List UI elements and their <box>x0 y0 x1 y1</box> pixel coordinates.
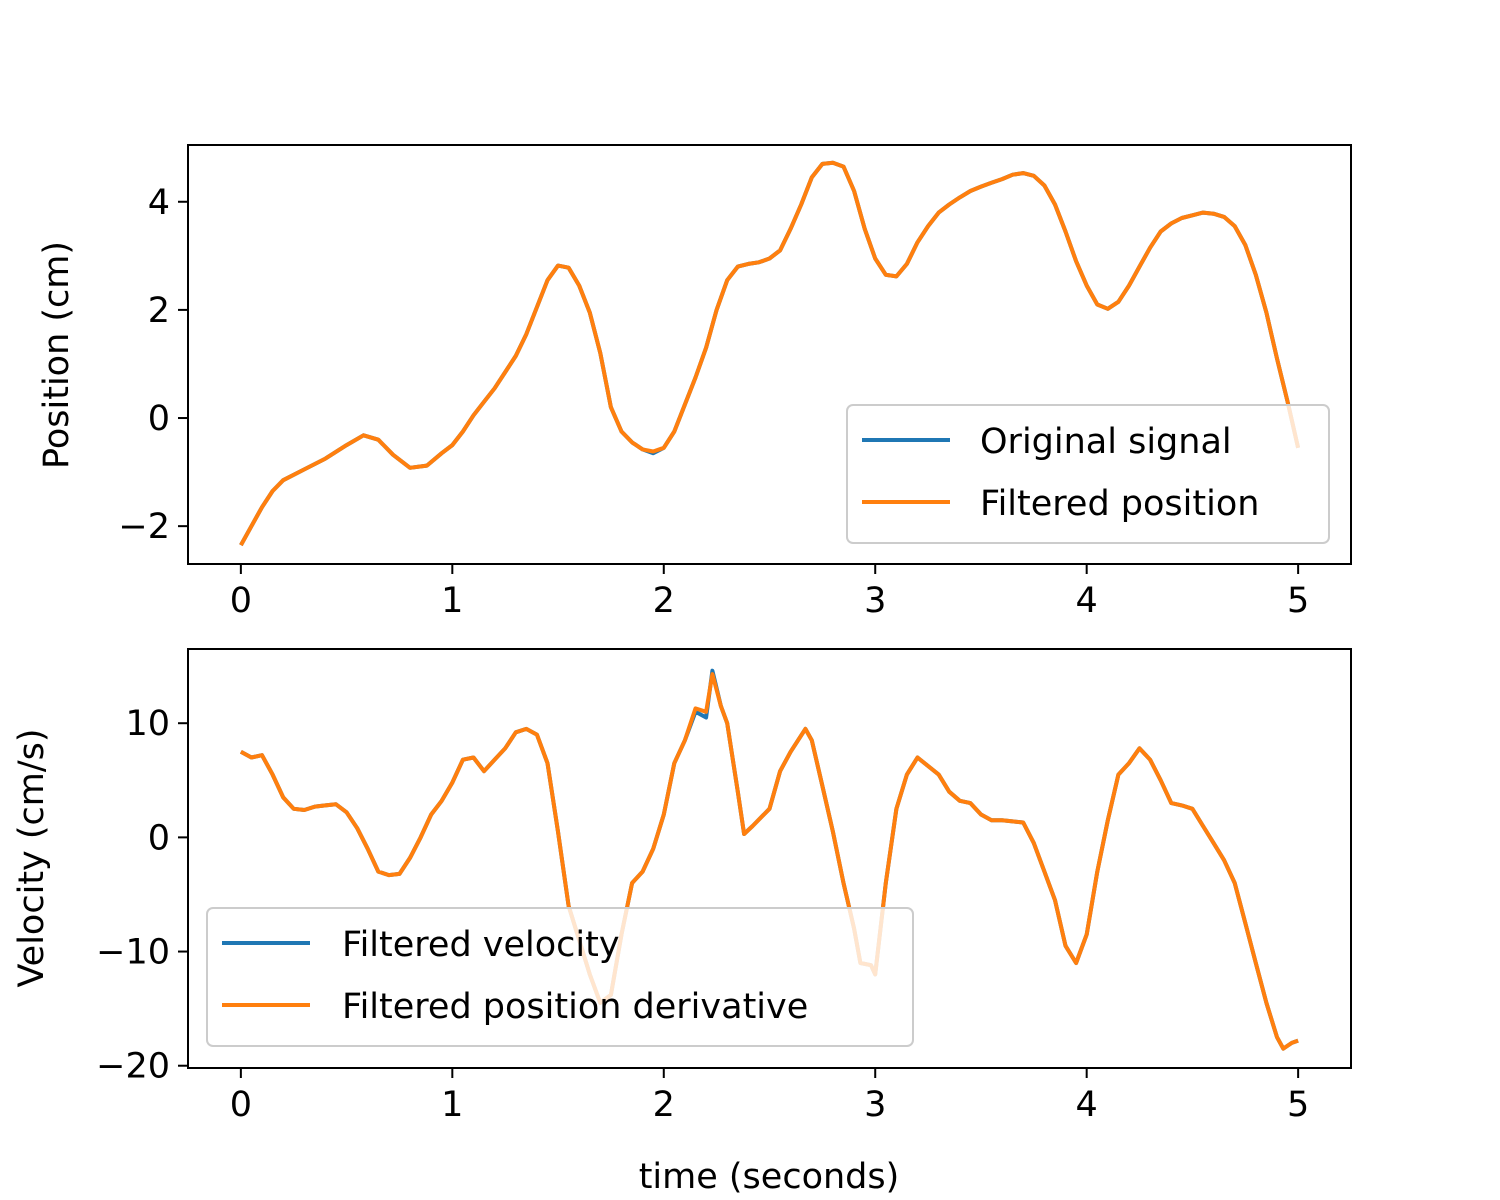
position-y-axis-label: Position (cm) <box>37 241 77 469</box>
position-y-tick-label: 4 <box>148 183 170 223</box>
velocity-legend-label-derivative: Filtered position derivative <box>342 987 808 1027</box>
velocity-x-axis-label: time (seconds) <box>639 1157 900 1197</box>
position-x-tick-label: 0 <box>230 581 252 621</box>
velocity-legend-box <box>206 907 914 1047</box>
position-y-tick-label: 0 <box>148 399 170 439</box>
velocity-x-tick-label: 4 <box>1076 1085 1098 1125</box>
velocity-y-tick-label: 0 <box>148 818 170 858</box>
velocity-series-lines <box>239 668 1299 1051</box>
velocity-y-axis-label: Velocity (cm/s) <box>12 728 52 987</box>
position-legend-label-filtered: Filtered position <box>980 484 1259 524</box>
position-panel: 0 1 2 3 4 5 −2 0 2 4 Position (cm) Original sign… <box>37 144 1352 621</box>
velocity-x-tick-label: 3 <box>864 1085 886 1125</box>
velocity-y-tick-label: 10 <box>125 704 170 744</box>
velocity-series-line-2 <box>239 672 1299 1051</box>
position-series-lines <box>239 160 1301 547</box>
position-x-tick-label: 3 <box>864 581 886 621</box>
position-x-tick-label: 4 <box>1076 581 1098 621</box>
position-y-ticks: −2 0 2 4 <box>118 183 188 547</box>
velocity-legend: Filtered velocity Filtered position deri… <box>206 907 914 1047</box>
position-x-tick-label: 2 <box>653 581 675 621</box>
position-y-tick-label: −2 <box>118 507 170 547</box>
velocity-y-ticks: −20 −10 0 10 <box>96 704 188 1087</box>
velocity-y-tick-label: −10 <box>96 933 170 973</box>
position-axes-frame <box>187 144 1352 565</box>
velocity-panel: 0 1 2 3 4 5 −20 −10 0 10 Velocity (cm/s) time (s… <box>12 648 1352 1197</box>
position-x-tick-label: 1 <box>441 581 463 621</box>
position-series-line-2 <box>239 160 1301 547</box>
velocity-y-tick-label: −20 <box>96 1047 170 1087</box>
position-x-ticks: 0 1 2 3 4 5 <box>230 564 1309 621</box>
velocity-x-tick-label: 0 <box>230 1085 252 1125</box>
position-legend-box <box>846 404 1330 544</box>
position-x-tick-label: 5 <box>1287 581 1309 621</box>
velocity-x-ticks: 0 1 2 3 4 5 <box>230 1068 1309 1125</box>
velocity-x-tick-label: 1 <box>441 1085 463 1125</box>
velocity-x-tick-label: 2 <box>653 1085 675 1125</box>
position-legend: Original signal Filtered position <box>846 404 1330 544</box>
velocity-axes-frame <box>187 648 1352 1069</box>
velocity-x-tick-label: 5 <box>1287 1085 1309 1125</box>
position-legend-label-original: Original signal <box>980 422 1232 462</box>
position-y-tick-label: 2 <box>148 291 170 331</box>
velocity-legend-label-velocity: Filtered velocity <box>342 925 620 965</box>
